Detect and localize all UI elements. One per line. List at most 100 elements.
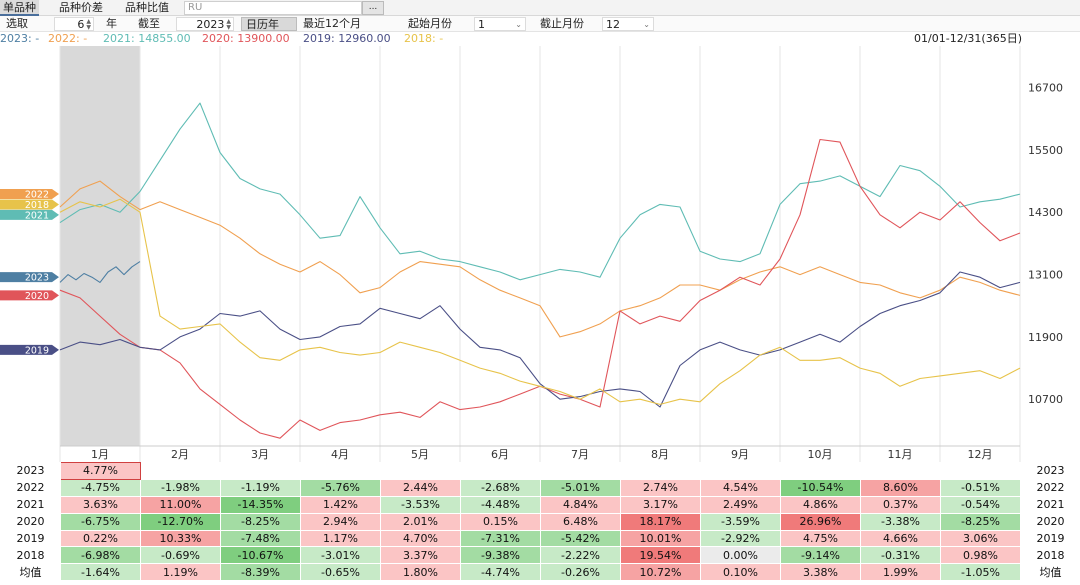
table-cell[interactable] [460, 462, 541, 480]
table-cell[interactable]: -10.54% [780, 478, 861, 497]
table-cell[interactable]: -1.64% [60, 563, 141, 582]
table-cell[interactable]: 4.54% [700, 478, 781, 497]
table-cell[interactable]: -12.70% [140, 512, 221, 531]
table-cell[interactable]: 0.22% [60, 529, 141, 548]
table-cell[interactable]: 0.10% [700, 563, 781, 582]
table-cell[interactable]: 4.86% [780, 495, 861, 514]
table-cell[interactable]: -8.25% [220, 512, 301, 531]
table-cell[interactable]: -2.68% [460, 478, 541, 497]
table-cell[interactable]: -8.39% [220, 563, 301, 582]
table-cell[interactable]: 3.17% [620, 495, 701, 514]
tab-single-variety[interactable]: 单品种 [0, 0, 39, 16]
table-cell[interactable]: -9.38% [460, 546, 541, 565]
table-cell[interactable]: -9.14% [780, 546, 861, 565]
table-cell[interactable]: -3.01% [300, 546, 381, 565]
table-cell[interactable] [380, 462, 461, 480]
table-cell[interactable]: 2.94% [300, 512, 381, 531]
table-cell[interactable]: 4.77% [60, 462, 141, 480]
table-cell[interactable]: 19.54% [620, 546, 701, 565]
table-cell[interactable] [860, 462, 941, 480]
series-tag-label-2022: 2022 [25, 190, 49, 201]
end-month-select[interactable]: 12 ⌄ [602, 17, 654, 31]
table-cell[interactable] [780, 462, 861, 480]
table-cell[interactable]: 1.80% [380, 563, 461, 582]
table-cell[interactable]: 26.96% [780, 512, 861, 531]
table-cell[interactable]: 4.70% [380, 529, 461, 548]
table-cell[interactable]: 4.84% [540, 495, 621, 514]
table-cell[interactable]: 2.74% [620, 478, 701, 497]
table-cell[interactable] [300, 462, 381, 480]
table-cell[interactable]: 0.00% [700, 546, 781, 565]
table-cell[interactable]: 1.42% [300, 495, 381, 514]
table-cell[interactable]: 10.01% [620, 529, 701, 548]
table-cell[interactable]: 1.99% [860, 563, 941, 582]
table-cell[interactable]: 6.48% [540, 512, 621, 531]
table-cell[interactable] [620, 462, 701, 480]
table-cell[interactable] [220, 462, 301, 480]
table-cell[interactable]: -4.74% [460, 563, 541, 582]
tab-variety-ratio[interactable]: 品种比值 [125, 1, 169, 14]
table-cell[interactable]: 4.75% [780, 529, 861, 548]
table-cell[interactable]: -10.67% [220, 546, 301, 565]
calendar-year-button[interactable]: 日历年 [241, 17, 297, 31]
table-cell[interactable]: -0.65% [300, 563, 381, 582]
table-cell[interactable]: -0.31% [860, 546, 941, 565]
more-button[interactable]: ... [362, 1, 384, 15]
table-cell[interactable]: 0.15% [460, 512, 541, 531]
table-cell[interactable]: -3.38% [860, 512, 941, 531]
table-cell[interactable]: 3.38% [780, 563, 861, 582]
table-cell[interactable]: 3.06% [940, 529, 1021, 548]
table-cell[interactable]: -0.54% [940, 495, 1021, 514]
table-cell[interactable] [940, 462, 1021, 480]
table-cell[interactable]: -1.05% [940, 563, 1021, 582]
table-cell[interactable]: -3.53% [380, 495, 461, 514]
table-cell[interactable]: 10.33% [140, 529, 221, 548]
table-cell[interactable]: -0.26% [540, 563, 621, 582]
series-tag-2018 [0, 199, 59, 210]
recent-12-months-button[interactable]: 最近12个月 [303, 17, 361, 30]
start-month-select[interactable]: 1 ⌄ [474, 17, 526, 31]
table-cell[interactable]: -8.25% [940, 512, 1021, 531]
table-cell[interactable]: -14.35% [220, 495, 301, 514]
years-stepper[interactable]: 6 ▲ ▼ [54, 17, 94, 31]
table-cell[interactable]: -6.75% [60, 512, 141, 531]
table-cell[interactable]: -7.31% [460, 529, 541, 548]
start-month-label: 起始月份 [408, 17, 452, 30]
table-cell[interactable]: -5.76% [300, 478, 381, 497]
table-cell[interactable]: 2.49% [700, 495, 781, 514]
table-cell[interactable]: -4.75% [60, 478, 141, 497]
table-cell[interactable]: -1.98% [140, 478, 221, 497]
table-cell[interactable]: -1.19% [220, 478, 301, 497]
table-cell[interactable]: -0.69% [140, 546, 221, 565]
table-cell[interactable]: 0.37% [860, 495, 941, 514]
table-cell[interactable] [140, 462, 221, 480]
table-cell[interactable]: 1.17% [300, 529, 381, 548]
table-cell[interactable]: -0.51% [940, 478, 1021, 497]
table-cell[interactable]: 0.98% [940, 546, 1021, 565]
table-cell[interactable]: 10.72% [620, 563, 701, 582]
table-cell[interactable]: 2.01% [380, 512, 461, 531]
table-cell[interactable]: 11.00% [140, 495, 221, 514]
table-cell[interactable]: -4.48% [460, 495, 541, 514]
table-cell[interactable] [540, 462, 621, 480]
code-input[interactable]: RU [184, 1, 362, 15]
table-cell[interactable]: 3.63% [60, 495, 141, 514]
table-cell[interactable]: -2.22% [540, 546, 621, 565]
table-cell[interactable]: 2.44% [380, 478, 461, 497]
table-cell[interactable]: 8.60% [860, 478, 941, 497]
x-tick-label: 4月 [331, 448, 349, 461]
tab-variety-spread[interactable]: 品种价差 [59, 1, 103, 14]
table-cell[interactable]: -5.01% [540, 478, 621, 497]
table-cell[interactable]: 3.37% [380, 546, 461, 565]
table-cell[interactable]: 1.19% [140, 563, 221, 582]
table-cell[interactable]: -2.92% [700, 529, 781, 548]
table-cell[interactable]: -3.59% [700, 512, 781, 531]
table-cell[interactable]: -5.42% [540, 529, 621, 548]
table-cell[interactable]: -7.48% [220, 529, 301, 548]
row-year-label-right: 2022 [1020, 478, 1080, 497]
table-cell[interactable]: 18.17% [620, 512, 701, 531]
table-cell[interactable] [700, 462, 781, 480]
table-cell[interactable]: -6.98% [60, 546, 141, 565]
table-cell[interactable]: 4.66% [860, 529, 941, 548]
until-year-stepper[interactable]: 2023 ▲ ▼ [176, 17, 234, 31]
